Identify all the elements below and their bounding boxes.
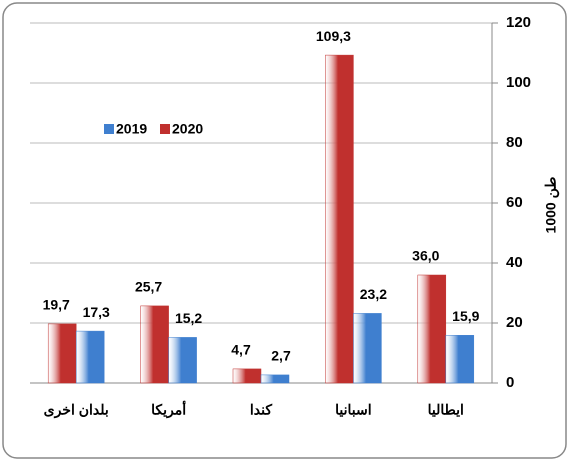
y-tick-label: 100	[506, 74, 531, 91]
y-tick-label: 20	[506, 314, 523, 331]
value-label: 23,2	[360, 286, 387, 302]
x-tick-label: كندا	[250, 402, 272, 418]
y-tick-label: 120	[506, 14, 531, 31]
legend-label: 2020	[172, 121, 203, 137]
y-tick-label: 80	[506, 134, 523, 151]
legend-label: 2019	[116, 121, 147, 137]
value-label: 4,7	[231, 342, 251, 358]
bar	[47, 323, 77, 384]
value-label: 15,9	[452, 308, 479, 324]
value-label: 25,7	[135, 279, 162, 295]
bar	[353, 313, 382, 384]
bar	[140, 305, 169, 384]
x-tick-label: بلدان اخرى	[44, 402, 109, 419]
bar	[232, 368, 262, 384]
y-axis-label: 1000 طن	[543, 177, 560, 234]
bar	[325, 54, 354, 384]
legend-swatch	[160, 124, 170, 134]
legend-swatch	[104, 124, 114, 134]
y-tick-label: 40	[506, 254, 523, 271]
value-label: 17,3	[83, 304, 110, 320]
bar	[75, 330, 105, 384]
bar	[168, 337, 197, 384]
value-label: 109,3	[316, 28, 351, 44]
value-label: 15,2	[175, 310, 202, 326]
bar	[417, 274, 447, 384]
bar	[260, 374, 290, 384]
x-tick-label: ايطاليا	[428, 402, 464, 418]
x-tick-label: أمريكا	[151, 400, 186, 419]
y-tick-label: 60	[506, 194, 523, 211]
bar	[445, 335, 475, 384]
value-label: 2,7	[271, 348, 291, 364]
y-tick-label: 0	[506, 374, 514, 391]
value-label: 36,0	[412, 248, 439, 264]
x-tick-label: اسبانيا	[335, 402, 372, 418]
value-label: 19,7	[43, 297, 70, 313]
